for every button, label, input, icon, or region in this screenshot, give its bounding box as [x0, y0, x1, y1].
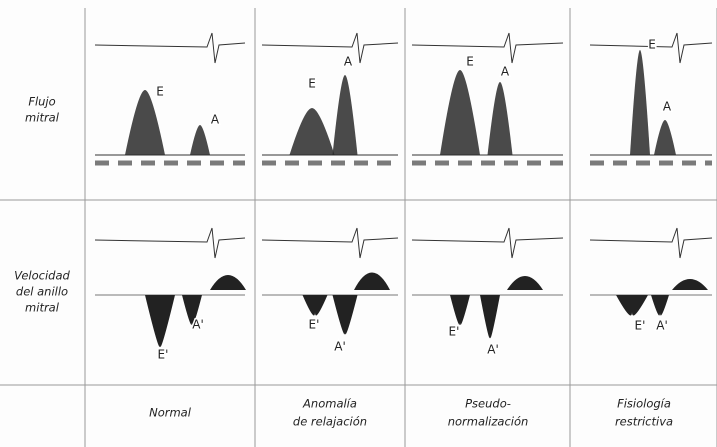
doppler-wave	[125, 90, 165, 155]
row-label: mitral	[25, 111, 60, 125]
wave-label: E'	[309, 318, 320, 332]
wave-label: E	[156, 85, 164, 99]
wave-label: A	[211, 113, 220, 127]
ecg-trace	[261, 32, 399, 64]
tissue-wave	[450, 295, 470, 325]
column-label: de relajación	[293, 415, 367, 429]
tissue-wave	[651, 295, 669, 316]
tissue-wave	[480, 295, 500, 339]
tissue-wave	[354, 272, 390, 290]
doppler-wave	[487, 82, 513, 155]
wave-label: E	[466, 55, 474, 69]
wave-label: A	[501, 65, 510, 79]
tissue-wave	[302, 295, 328, 316]
ecg-trace	[589, 32, 713, 64]
doppler-wave	[440, 70, 480, 155]
wave-label: A'	[656, 319, 668, 333]
doppler-wave	[289, 108, 335, 155]
ecg-trace	[411, 32, 564, 64]
column-label: normalización	[448, 415, 529, 429]
ecg-trace	[589, 227, 713, 259]
ecg-trace	[94, 32, 246, 64]
tissue-wave	[182, 295, 202, 325]
row-label: Flujo	[28, 95, 55, 109]
ecg-trace	[411, 227, 564, 259]
wave-label: E	[308, 77, 316, 91]
tissue-wave	[145, 295, 175, 347]
doppler-wave	[630, 50, 650, 155]
row-label: mitral	[25, 301, 60, 315]
wave-label: A'	[487, 343, 499, 357]
doppler-wave	[190, 125, 210, 155]
row-label: Velocidad	[14, 269, 70, 283]
column-label: restrictiva	[615, 415, 673, 429]
doppler-wave	[654, 120, 676, 155]
wave-label: E'	[158, 348, 169, 362]
column-label: Fisiología	[617, 397, 671, 411]
row-label: del anillo	[16, 285, 68, 299]
column-label: Normal	[149, 406, 192, 420]
tissue-wave	[210, 275, 246, 290]
tissue-wave	[672, 279, 708, 290]
wave-label: E	[648, 38, 656, 52]
column-label: Anomalía	[302, 397, 357, 411]
grid	[0, 8, 717, 447]
column-label: Pseudo-	[465, 397, 511, 411]
ecg-trace	[261, 227, 399, 259]
ecg-trace	[94, 227, 246, 259]
tissue-wave	[616, 295, 648, 316]
tissue-wave	[332, 295, 358, 335]
wave-label: A	[344, 55, 353, 69]
wave-label: A'	[334, 340, 346, 354]
wave-label: A	[663, 100, 672, 114]
wave-label: E'	[449, 325, 460, 339]
wave-label: E'	[635, 319, 646, 333]
wave-label: A'	[192, 318, 204, 332]
doppler-wave	[332, 75, 358, 155]
tissue-wave	[507, 276, 543, 290]
